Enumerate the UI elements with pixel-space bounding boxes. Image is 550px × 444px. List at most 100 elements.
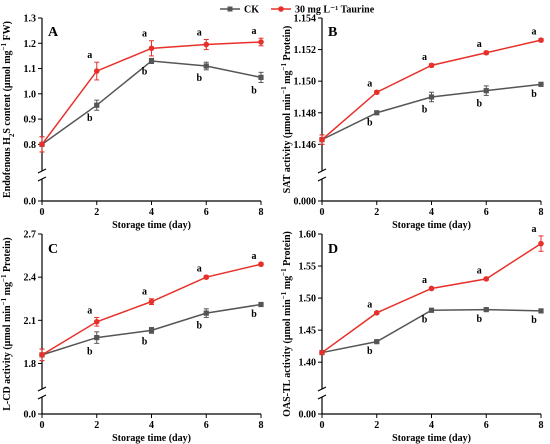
series-line bbox=[41, 60, 262, 145]
y-tick-label: 1.146 bbox=[294, 140, 317, 151]
data-point bbox=[148, 58, 155, 64]
axis-break-mark bbox=[37, 168, 47, 174]
x-tick-label: 0 bbox=[40, 420, 45, 431]
significance-label: b bbox=[422, 315, 428, 326]
significance-label: b bbox=[87, 113, 93, 124]
panel-letter: C bbox=[48, 242, 58, 257]
data-point bbox=[148, 327, 155, 333]
data-point bbox=[258, 74, 264, 80]
series-line bbox=[41, 41, 262, 145]
data-point bbox=[428, 94, 435, 100]
x-tick-label: 4 bbox=[429, 207, 434, 218]
x-tick-label: 4 bbox=[429, 420, 434, 431]
significance-label: a bbox=[197, 264, 202, 275]
significance-label: b bbox=[251, 85, 257, 96]
data-point bbox=[203, 41, 210, 48]
x-axis-label: Storage time (day) bbox=[112, 433, 191, 444]
significance-label: b bbox=[476, 98, 482, 109]
data-point bbox=[538, 81, 544, 87]
data-point bbox=[319, 136, 325, 143]
axis-break-mark bbox=[317, 394, 327, 400]
data-point bbox=[483, 307, 489, 313]
panel-c: C 0.0 1.8 2.1 2.4 2.7 0 2 4 6 8 Storage time (day) L… bbox=[0, 230, 264, 444]
panel-letter: A bbox=[48, 25, 59, 40]
significance-label: a bbox=[367, 79, 372, 90]
legend-marker-taurine bbox=[278, 6, 284, 12]
data-point bbox=[319, 349, 325, 356]
data-point bbox=[203, 63, 209, 69]
data-point bbox=[258, 301, 264, 308]
series-line bbox=[321, 308, 542, 354]
data-point bbox=[203, 274, 210, 280]
series-taurine: a a a a bbox=[39, 251, 264, 362]
x-tick-label: 6 bbox=[204, 207, 209, 218]
x-tick-label: 6 bbox=[484, 420, 489, 431]
data-point bbox=[538, 308, 544, 314]
significance-label: a bbox=[532, 224, 537, 235]
data-point bbox=[483, 88, 489, 94]
series-ck: b b b b bbox=[39, 301, 264, 362]
data-point bbox=[93, 318, 100, 325]
x-tick-label: 8 bbox=[539, 420, 544, 431]
series-line bbox=[321, 242, 542, 354]
series-line bbox=[321, 39, 542, 141]
data-point bbox=[483, 49, 490, 56]
y-tick-label: 1.55 bbox=[299, 262, 317, 273]
data-point bbox=[203, 310, 209, 316]
significance-label: b bbox=[196, 320, 202, 331]
significance-label: b bbox=[142, 336, 148, 347]
y-tick-label: 1.1 bbox=[24, 64, 37, 75]
y-tick-label: 2.1 bbox=[24, 316, 37, 327]
x-tick-label: 2 bbox=[374, 207, 379, 218]
significance-label: a bbox=[252, 251, 257, 262]
data-point bbox=[373, 89, 380, 96]
significance-label: a bbox=[87, 50, 92, 61]
data-point bbox=[148, 298, 155, 305]
axis-break-mark bbox=[37, 386, 47, 392]
y-tick-label: 2.4 bbox=[24, 273, 37, 284]
y-tick-label: 0.0 bbox=[24, 410, 37, 421]
y-tick-label: 1.154 bbox=[294, 14, 317, 25]
x-axis-label: Storage time (day) bbox=[392, 220, 471, 231]
significance-label: a bbox=[367, 300, 372, 311]
series-ck: b b b b bbox=[319, 307, 544, 357]
x-tick-label: 4 bbox=[149, 207, 154, 218]
y-tick-label: 0.9 bbox=[24, 115, 37, 126]
significance-label: a bbox=[252, 26, 257, 37]
y-tick-label: 1.3 bbox=[24, 14, 37, 25]
significance-label: b bbox=[251, 309, 257, 320]
y-tick-label: 1.148 bbox=[294, 108, 317, 119]
data-point bbox=[538, 37, 544, 43]
y-tick-label: 1.45 bbox=[299, 326, 317, 337]
data-point bbox=[428, 307, 435, 313]
series-taurine: a a a a bbox=[319, 27, 544, 145]
significance-label: a bbox=[197, 27, 202, 38]
axis-break-mark bbox=[317, 176, 327, 182]
significance-label: b bbox=[476, 314, 482, 325]
significance-label: a bbox=[422, 52, 427, 63]
data-point bbox=[93, 68, 100, 74]
panel-letter: B bbox=[328, 25, 337, 40]
x-tick-label: 8 bbox=[539, 207, 544, 218]
y-tick-label: 1.60 bbox=[299, 230, 317, 241]
x-axis-label: Storage time (day) bbox=[392, 433, 471, 444]
significance-label: a bbox=[422, 275, 427, 286]
legend-label-taurine: 30 mg L⁻¹ Taurine bbox=[295, 5, 375, 16]
significance-label: a bbox=[142, 287, 147, 298]
y-axis-label: OAS-TL activity (μmol min−1 mg−1 Protein… bbox=[280, 231, 293, 417]
axis-break-mark bbox=[37, 176, 47, 182]
x-tick-label: 0 bbox=[320, 207, 325, 218]
legend: CK 30 mg L⁻¹ Taurine bbox=[220, 5, 375, 16]
panel-a: A 0.0 0.8 0.9 1.0 1.1 1.2 1.3 0 2 4 6 8 Storage time … bbox=[0, 14, 264, 231]
significance-label: a bbox=[142, 29, 147, 40]
significance-label: b bbox=[87, 346, 93, 357]
y-tick-label: 1.150 bbox=[294, 77, 317, 88]
y-tick-label: 1.40 bbox=[299, 358, 317, 369]
x-tick-label: 4 bbox=[149, 420, 154, 431]
data-point bbox=[148, 45, 155, 52]
data-point bbox=[428, 62, 435, 69]
significance-label: b bbox=[196, 73, 202, 84]
data-point bbox=[258, 39, 264, 45]
x-tick-label: 6 bbox=[204, 420, 209, 431]
data-point bbox=[374, 110, 380, 116]
